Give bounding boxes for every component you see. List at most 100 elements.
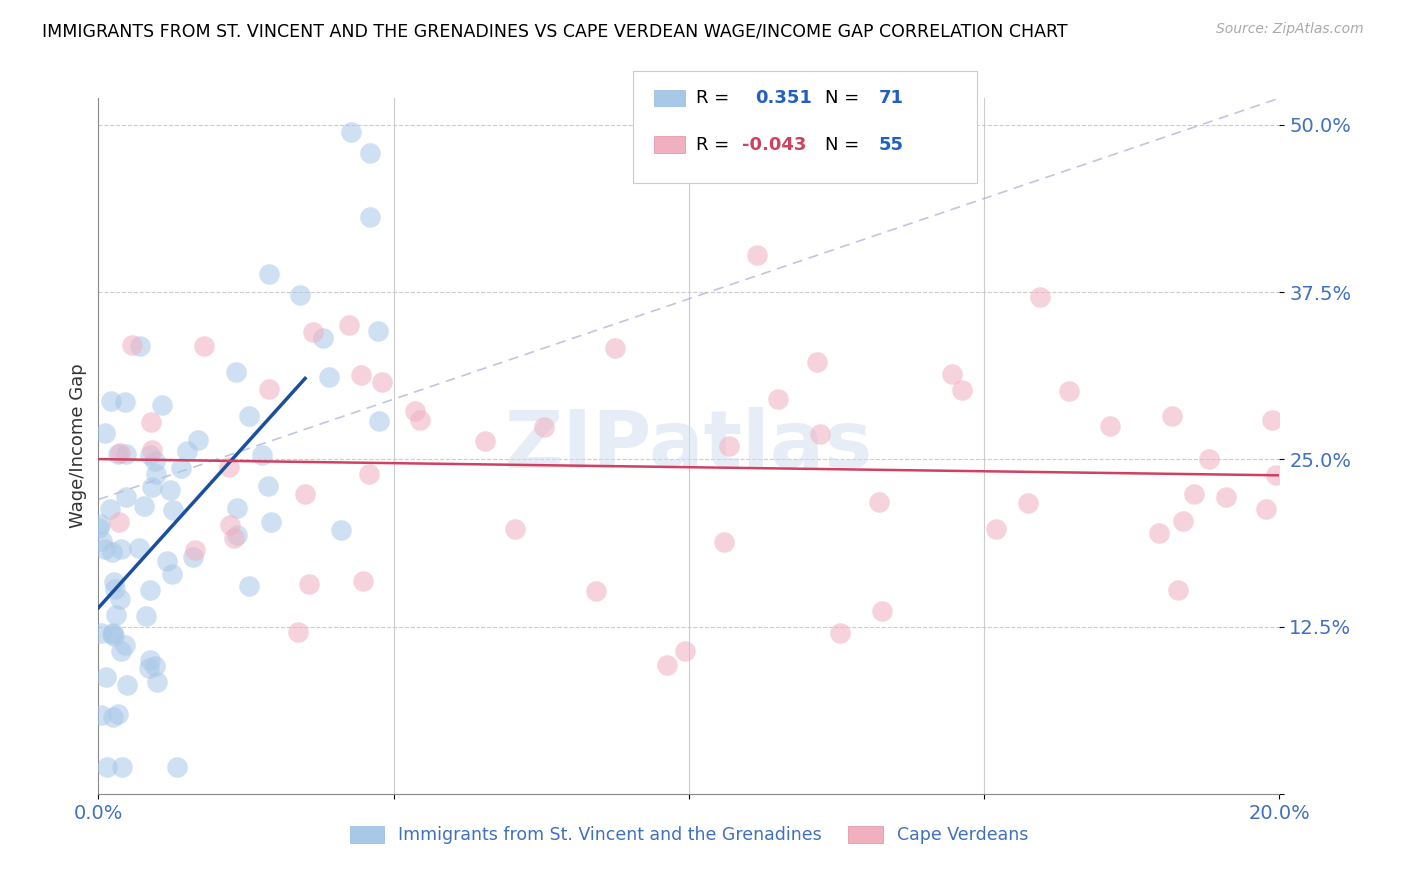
Text: ZIPatlas: ZIPatlas [505, 407, 873, 485]
Point [297, 577, 319, 591]
Point [474, 434, 496, 448]
Point [141, 415, 163, 429]
Point [1098, 419, 1121, 434]
Legend: Immigrants from St. Vincent and the Grenadines, Cape Verdeans: Immigrants from St. Vincent and the Gren… [343, 819, 1035, 851]
Point [260, 516, 283, 530]
Point [166, 760, 188, 774]
Point [330, 524, 353, 538]
Point [90, 626, 112, 640]
Point [941, 367, 963, 381]
Point [111, 760, 134, 774]
Point [287, 625, 309, 640]
Text: N =: N = [825, 136, 859, 153]
Point [1171, 514, 1194, 528]
Point [103, 710, 125, 724]
Text: R =: R = [696, 89, 730, 107]
Point [156, 554, 179, 568]
Point [108, 446, 131, 460]
Point [115, 447, 138, 461]
Point [181, 550, 204, 565]
Point [337, 318, 360, 333]
Text: IMMIGRANTS FROM ST. VINCENT AND THE GRENADINES VS CAPE VERDEAN WAGE/INCOME GAP C: IMMIGRANTS FROM ST. VINCENT AND THE GREN… [42, 22, 1067, 40]
Point [533, 420, 555, 434]
Point [139, 449, 162, 463]
Point [288, 288, 311, 302]
Point [117, 677, 139, 691]
Point [357, 467, 380, 482]
Point [1057, 384, 1080, 398]
Point [368, 414, 391, 428]
Point [150, 398, 173, 412]
Point [768, 392, 790, 406]
Point [339, 125, 361, 139]
Point [257, 382, 280, 396]
Point [108, 591, 131, 606]
Point [115, 490, 138, 504]
Point [114, 638, 136, 652]
Point [238, 409, 260, 424]
Point [404, 404, 426, 418]
Point [256, 479, 278, 493]
Point [138, 652, 160, 666]
Point [359, 145, 381, 160]
Point [110, 541, 132, 556]
Point [103, 629, 125, 643]
Point [91, 533, 114, 548]
Point [371, 375, 394, 389]
Point [143, 454, 166, 468]
Point [159, 483, 181, 498]
Point [250, 448, 273, 462]
Point [294, 487, 316, 501]
Point [110, 644, 132, 658]
Point [94, 425, 117, 440]
Point [128, 541, 150, 556]
Point [367, 324, 389, 338]
Point [100, 545, 122, 559]
Text: 55: 55 [879, 136, 904, 153]
Point [170, 460, 193, 475]
Point [184, 543, 207, 558]
Point [96, 670, 118, 684]
Point [160, 566, 183, 581]
Point [141, 480, 163, 494]
Point [193, 339, 215, 353]
Point [89, 517, 111, 532]
Point [1017, 496, 1039, 510]
Point [218, 518, 240, 533]
Point [135, 609, 157, 624]
Point [1161, 409, 1184, 424]
Point [713, 534, 735, 549]
Text: 0.351: 0.351 [755, 89, 811, 107]
Point [101, 626, 124, 640]
Point [1028, 290, 1050, 304]
Point [129, 338, 152, 352]
Point [1184, 487, 1206, 501]
Point [747, 247, 769, 261]
Point [187, 433, 209, 447]
Point [984, 522, 1007, 536]
Text: N =: N = [825, 89, 859, 107]
Point [1265, 468, 1288, 483]
Point [146, 675, 169, 690]
Point [114, 394, 136, 409]
Text: -0.043: -0.043 [742, 136, 807, 153]
Point [96, 760, 118, 774]
Point [103, 574, 125, 589]
Point [224, 531, 246, 545]
Point [828, 626, 851, 640]
Point [1260, 412, 1282, 426]
Point [145, 467, 167, 481]
Point [143, 658, 166, 673]
Point [1149, 525, 1171, 540]
Point [409, 413, 432, 427]
Y-axis label: Wage/Income Gap: Wage/Income Gap [69, 364, 87, 528]
Point [717, 439, 740, 453]
Point [89, 520, 111, 534]
Point [100, 394, 122, 409]
Point [868, 495, 890, 509]
Point [134, 499, 156, 513]
Point [93, 541, 115, 556]
Point [141, 443, 163, 458]
Point [162, 503, 184, 517]
Point [107, 447, 129, 461]
